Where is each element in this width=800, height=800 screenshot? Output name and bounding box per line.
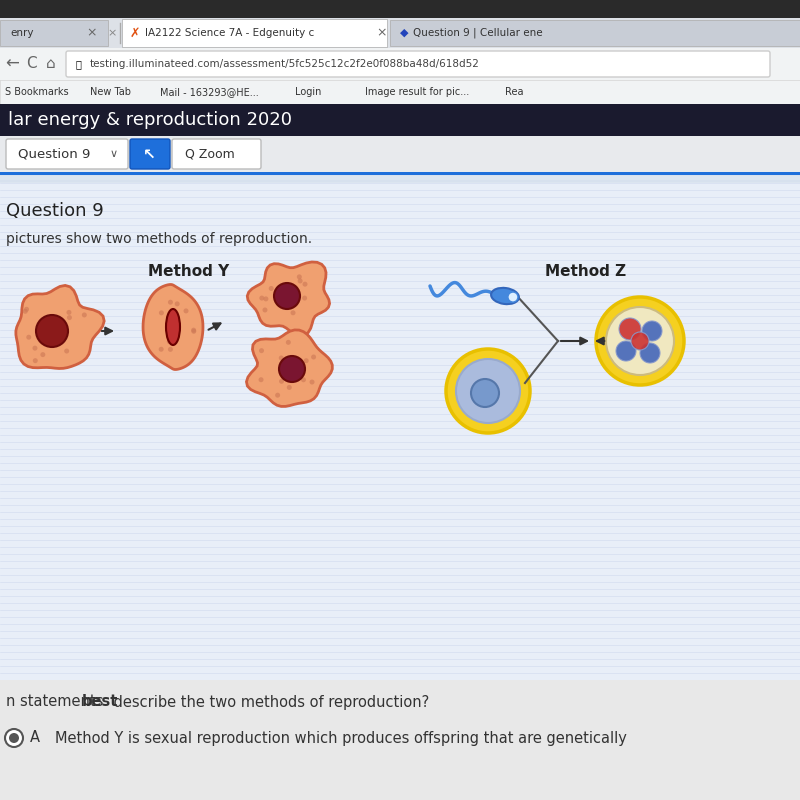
Text: ×: × xyxy=(107,28,117,38)
Polygon shape xyxy=(16,286,104,369)
FancyBboxPatch shape xyxy=(0,136,800,172)
Circle shape xyxy=(616,341,636,361)
FancyBboxPatch shape xyxy=(66,51,770,77)
Text: ⌂: ⌂ xyxy=(46,57,56,71)
Text: Image result for pic...: Image result for pic... xyxy=(365,87,470,97)
FancyBboxPatch shape xyxy=(172,139,261,169)
Text: ←: ← xyxy=(5,55,19,73)
Circle shape xyxy=(64,330,69,334)
Circle shape xyxy=(311,354,316,359)
Circle shape xyxy=(298,372,302,377)
FancyBboxPatch shape xyxy=(0,175,800,800)
FancyBboxPatch shape xyxy=(130,139,170,169)
Circle shape xyxy=(33,346,38,350)
Circle shape xyxy=(158,346,164,352)
Circle shape xyxy=(302,282,307,286)
Text: describe the two methods of reproduction?: describe the two methods of reproduction… xyxy=(110,694,430,710)
Circle shape xyxy=(166,339,172,344)
Text: testing.illuminateed.com/assessment/5fc525c12c2f2e0f088ba48d/618d52: testing.illuminateed.com/assessment/5fc5… xyxy=(90,59,480,69)
Text: C: C xyxy=(26,57,37,71)
Circle shape xyxy=(297,274,302,279)
Circle shape xyxy=(183,309,189,314)
Circle shape xyxy=(168,347,173,352)
Text: ∨: ∨ xyxy=(110,149,118,159)
Circle shape xyxy=(40,352,46,357)
Text: enry: enry xyxy=(10,28,34,38)
Circle shape xyxy=(56,320,61,325)
Circle shape xyxy=(262,307,267,313)
Text: ×: × xyxy=(86,26,98,39)
Text: pictures show two methods of reproduction.: pictures show two methods of reproductio… xyxy=(6,232,312,246)
Text: ↖: ↖ xyxy=(143,146,156,162)
Ellipse shape xyxy=(491,288,519,304)
FancyBboxPatch shape xyxy=(390,20,800,46)
Circle shape xyxy=(274,283,300,309)
Circle shape xyxy=(259,348,264,353)
Text: lar energy & reproduction 2020: lar energy & reproduction 2020 xyxy=(8,111,292,129)
Circle shape xyxy=(301,378,306,382)
Text: ✗: ✗ xyxy=(130,26,141,39)
FancyBboxPatch shape xyxy=(0,48,800,80)
Text: Question 9: Question 9 xyxy=(18,147,90,161)
Text: Rea: Rea xyxy=(505,87,523,97)
Text: ×: × xyxy=(377,26,387,39)
Text: A: A xyxy=(30,730,40,746)
Circle shape xyxy=(278,355,284,361)
FancyBboxPatch shape xyxy=(6,139,128,169)
Circle shape xyxy=(263,296,268,302)
Circle shape xyxy=(5,729,23,747)
Circle shape xyxy=(606,307,674,375)
Circle shape xyxy=(66,310,71,315)
Circle shape xyxy=(33,358,38,363)
Circle shape xyxy=(258,378,263,382)
FancyBboxPatch shape xyxy=(0,0,800,18)
FancyBboxPatch shape xyxy=(0,20,108,46)
Circle shape xyxy=(54,333,58,338)
Text: Method Y is sexual reproduction which produces offspring that are genetically: Method Y is sexual reproduction which pr… xyxy=(55,730,627,746)
Text: Method Y: Method Y xyxy=(148,263,230,278)
Circle shape xyxy=(82,313,87,318)
Text: ◆: ◆ xyxy=(400,28,409,38)
Circle shape xyxy=(22,309,28,314)
Circle shape xyxy=(67,315,72,320)
Circle shape xyxy=(456,359,520,423)
Circle shape xyxy=(279,356,305,382)
Text: IA2122 Science 7A - Edgenuity c: IA2122 Science 7A - Edgenuity c xyxy=(145,28,314,38)
FancyBboxPatch shape xyxy=(0,80,800,104)
Circle shape xyxy=(298,278,302,283)
Circle shape xyxy=(642,321,662,341)
Ellipse shape xyxy=(508,292,518,302)
FancyBboxPatch shape xyxy=(0,183,800,800)
Text: Question 9 | Cellular ene: Question 9 | Cellular ene xyxy=(413,28,542,38)
Circle shape xyxy=(9,733,19,743)
Text: Method Z: Method Z xyxy=(545,263,626,278)
Polygon shape xyxy=(143,285,203,370)
Circle shape xyxy=(279,378,284,384)
Circle shape xyxy=(275,393,280,398)
Circle shape xyxy=(269,286,274,291)
Text: Login: Login xyxy=(295,87,322,97)
Polygon shape xyxy=(246,330,332,406)
Circle shape xyxy=(286,385,292,390)
Polygon shape xyxy=(247,262,330,336)
Circle shape xyxy=(275,298,280,303)
Circle shape xyxy=(286,340,291,345)
Circle shape xyxy=(168,300,173,305)
Text: n statements: n statements xyxy=(6,694,108,710)
Text: S Bookmarks: S Bookmarks xyxy=(5,87,69,97)
Circle shape xyxy=(26,334,31,340)
Text: Q Zoom: Q Zoom xyxy=(185,147,234,161)
Circle shape xyxy=(290,310,295,315)
Circle shape xyxy=(191,328,196,333)
Circle shape xyxy=(36,315,68,347)
Circle shape xyxy=(54,334,59,338)
Circle shape xyxy=(24,306,29,312)
Circle shape xyxy=(191,329,196,334)
FancyBboxPatch shape xyxy=(0,104,800,136)
Circle shape xyxy=(302,295,307,301)
Text: Mail - 163293@HE...: Mail - 163293@HE... xyxy=(160,87,258,97)
Circle shape xyxy=(304,358,309,363)
FancyBboxPatch shape xyxy=(0,680,800,800)
Text: Question 9: Question 9 xyxy=(6,202,104,220)
